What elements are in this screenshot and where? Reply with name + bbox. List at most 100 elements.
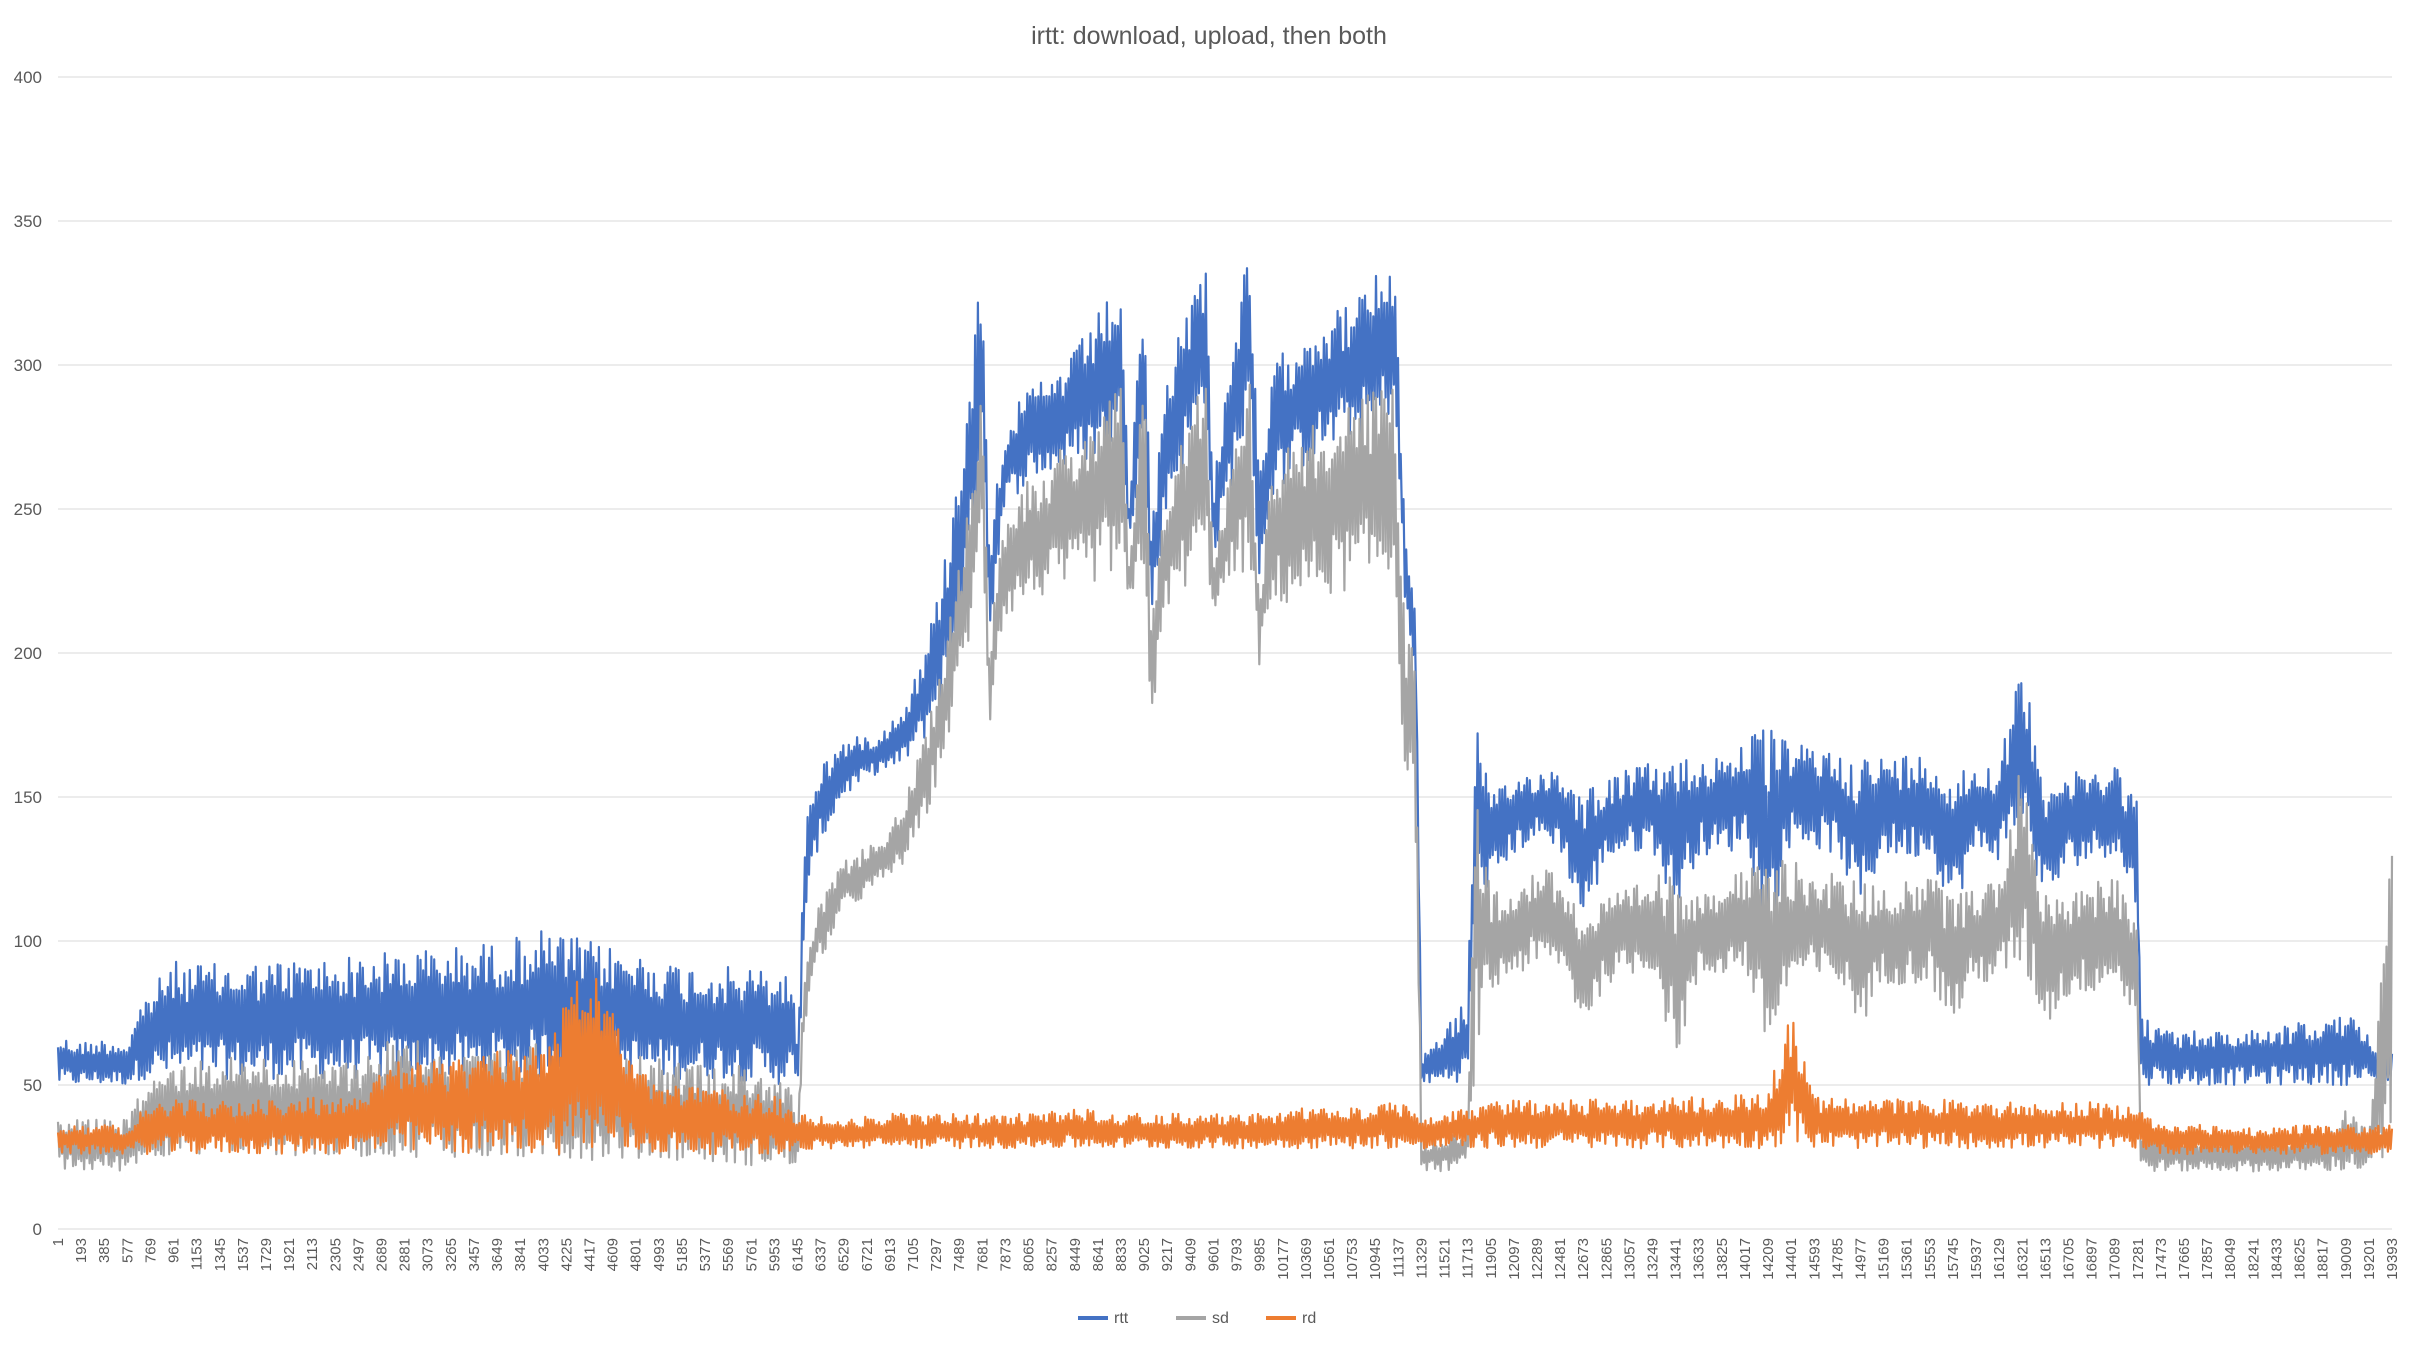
x-tick-label: 4609 [605, 1238, 622, 1271]
x-tick-label: 13249 [1645, 1238, 1662, 1280]
x-tick-label: 10177 [1275, 1238, 1292, 1280]
x-tick-label: 10369 [1298, 1238, 1315, 1280]
x-tick-label: 11713 [1460, 1238, 1477, 1279]
x-tick-label: 6529 [836, 1238, 853, 1271]
x-tick-label: 16129 [1991, 1238, 2008, 1280]
y-tick-label: 50 [23, 1076, 42, 1095]
x-tick-label: 12481 [1552, 1238, 1569, 1280]
x-axis-tick-labels: 1 193 385 577 769 961 1153 1345 1537 1729 1921 2113… [50, 1238, 2401, 1280]
y-axis-tick-labels: 0 50 100 150 200 250 300 350 400 [14, 68, 42, 1239]
x-tick-label: 2689 [374, 1238, 391, 1271]
x-tick-label: 6337 [813, 1238, 830, 1271]
x-tick-label: 12097 [1506, 1238, 1523, 1280]
y-tick-label: 100 [14, 932, 42, 951]
x-tick-label: 3457 [466, 1238, 483, 1271]
x-tick-label: 2881 [397, 1238, 414, 1271]
x-tick-label: 8257 [1044, 1238, 1061, 1271]
legend: rtt sd rd [1078, 1310, 1316, 1327]
x-tick-label: 10753 [1344, 1238, 1361, 1280]
x-tick-label: 7297 [928, 1238, 945, 1271]
x-tick-label: 1153 [189, 1238, 206, 1270]
x-tick-label: 1537 [235, 1238, 252, 1271]
x-tick-label: 3649 [489, 1238, 506, 1271]
x-tick-label: 11521 [1437, 1238, 1454, 1279]
x-tick-label: 16513 [2037, 1238, 2054, 1280]
x-tick-label: 2497 [350, 1238, 367, 1271]
x-tick-label: 13633 [1691, 1238, 1708, 1280]
x-tick-label: 13825 [1714, 1238, 1731, 1280]
x-tick-label: 5761 [743, 1238, 760, 1271]
x-tick-label: 8641 [1090, 1238, 1107, 1271]
series-rd-line [56, 977, 2394, 1156]
x-tick-label: 6145 [790, 1238, 807, 1271]
x-tick-label: 7489 [951, 1238, 968, 1271]
x-tick-label: 9025 [1136, 1238, 1153, 1271]
x-tick-label: 18241 [2245, 1238, 2262, 1280]
x-tick-label: 15169 [1876, 1238, 1893, 1280]
x-tick-label: 8449 [1067, 1238, 1084, 1271]
x-tick-label: 4993 [651, 1238, 668, 1271]
x-tick-label: 4801 [628, 1238, 645, 1271]
x-tick-label: 7681 [974, 1238, 991, 1271]
x-tick-label: 16705 [2061, 1238, 2078, 1280]
x-tick-label: 5185 [674, 1238, 691, 1271]
x-tick-label: 3841 [512, 1238, 529, 1271]
x-tick-label: 19201 [2361, 1238, 2378, 1280]
x-tick-label: 9601 [1205, 1238, 1222, 1271]
x-tick-label: 4417 [582, 1238, 599, 1271]
x-tick-label: 4225 [558, 1238, 575, 1271]
x-tick-label: 14209 [1760, 1238, 1777, 1280]
x-tick-label: 7873 [998, 1238, 1015, 1271]
x-tick-label: 14593 [1806, 1238, 1823, 1280]
legend-label-sd: sd [1212, 1310, 1229, 1327]
gridlines [58, 76, 2392, 1086]
x-tick-label: 12289 [1529, 1238, 1546, 1280]
x-tick-label: 577 [119, 1238, 136, 1263]
x-tick-label: 5377 [697, 1238, 714, 1271]
x-tick-label: 1921 [281, 1238, 298, 1271]
x-tick-label: 15745 [1945, 1238, 1962, 1280]
y-tick-label: 350 [14, 212, 42, 231]
x-tick-label: 17281 [2130, 1238, 2147, 1280]
x-tick-label: 18049 [2222, 1238, 2239, 1280]
x-tick-label: 3073 [420, 1238, 437, 1271]
x-tick-label: 17665 [2176, 1238, 2193, 1280]
y-tick-label: 150 [14, 788, 42, 807]
x-tick-label: 13057 [1621, 1238, 1638, 1280]
x-tick-label: 9985 [1252, 1238, 1269, 1271]
x-tick-label: 6721 [859, 1238, 876, 1271]
x-tick-label: 193 [73, 1238, 90, 1263]
legend-label-rtt: rtt [1114, 1310, 1129, 1327]
x-tick-label: 15361 [1899, 1238, 1916, 1280]
x-tick-label: 6913 [882, 1238, 899, 1271]
x-tick-label: 9409 [1182, 1238, 1199, 1271]
x-tick-label: 18817 [2315, 1238, 2332, 1280]
x-tick-label: 14785 [1829, 1238, 1846, 1280]
x-tick-label: 17857 [2199, 1238, 2216, 1280]
x-tick-label: 8065 [1021, 1238, 1038, 1271]
x-tick-label: 2113 [304, 1238, 321, 1270]
x-tick-label: 12673 [1575, 1238, 1592, 1280]
x-tick-label: 18625 [2292, 1238, 2309, 1280]
x-tick-label: 769 [142, 1238, 159, 1263]
legend-label-rd: rd [1302, 1310, 1316, 1327]
x-tick-label: 17089 [2107, 1238, 2124, 1280]
x-tick-label: 16321 [2014, 1238, 2031, 1280]
series-rtt-line [56, 267, 2394, 1087]
x-tick-label: 18433 [2269, 1238, 2286, 1280]
x-tick-label: 961 [166, 1238, 183, 1263]
x-tick-label: 10945 [1367, 1238, 1384, 1280]
x-tick-label: 15553 [1922, 1238, 1939, 1280]
y-tick-label: 250 [14, 500, 42, 519]
x-tick-label: 7105 [905, 1238, 922, 1271]
x-tick-label: 1345 [212, 1238, 229, 1271]
x-tick-label: 8833 [1113, 1238, 1130, 1271]
x-tick-label: 19393 [2384, 1238, 2401, 1280]
x-tick-label: 9217 [1159, 1238, 1176, 1271]
y-tick-label: 300 [14, 356, 42, 375]
y-tick-label: 400 [14, 68, 42, 87]
y-tick-label: 0 [33, 1220, 42, 1239]
x-tick-label: 11137 [1390, 1238, 1407, 1278]
